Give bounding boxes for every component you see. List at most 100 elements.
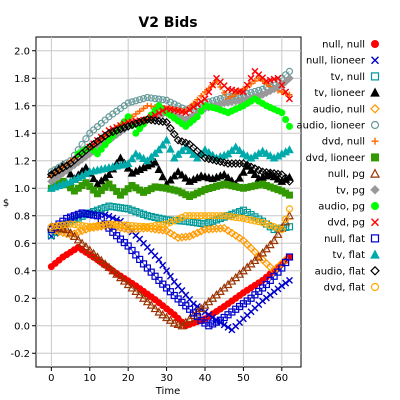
data-point: [166, 288, 175, 296]
data-point: [370, 87, 380, 97]
data-point: [131, 149, 141, 158]
data-point: [97, 216, 105, 224]
data-point: [155, 95, 163, 103]
data-point: [262, 148, 271, 157]
data-point: [197, 212, 205, 220]
x-tick-label: 50: [237, 373, 250, 384]
data-point: [58, 163, 68, 173]
x-tick-label: 0: [48, 373, 54, 384]
legend-label: null, pg: [328, 169, 365, 180]
data-point: [166, 272, 174, 280]
data-point: [74, 221, 82, 229]
data-point: [86, 182, 94, 190]
data-point: [154, 145, 164, 154]
data-point: [239, 88, 247, 96]
data-point: [232, 209, 240, 217]
data-point: [100, 259, 110, 268]
data-point: [189, 149, 198, 158]
data-point: [124, 221, 132, 229]
data-point: [90, 186, 98, 194]
data-point: [189, 103, 197, 111]
data-point: [370, 103, 380, 114]
data-point: [162, 220, 171, 228]
data-point: [124, 99, 132, 107]
data-point: [228, 213, 236, 221]
series-line-segment: [204, 78, 217, 100]
series-line-segment: [281, 174, 290, 182]
data-point: [151, 94, 159, 103]
data-point: [124, 242, 132, 250]
data-point: [258, 219, 267, 227]
data-point: [285, 223, 294, 231]
data-point: [78, 222, 86, 230]
data-point: [120, 221, 128, 229]
data-point: [193, 100, 201, 108]
data-point: [216, 212, 224, 220]
data-point: [105, 220, 113, 228]
data-point: [165, 315, 175, 324]
data-point: [115, 272, 125, 282]
data-point: [166, 144, 175, 153]
y-tick-label: -0.2: [10, 349, 30, 360]
data-point: [105, 212, 113, 220]
data-point: [119, 123, 129, 133]
data-point: [204, 224, 214, 234]
data-point: [212, 224, 221, 234]
data-point: [135, 151, 145, 160]
data-point: [174, 215, 182, 223]
x-axis-label: Time: [155, 386, 180, 397]
data-point: [193, 312, 201, 321]
data-point: [205, 88, 213, 96]
data-point: [113, 203, 121, 211]
data-point: [51, 222, 59, 230]
series-line-segment: [108, 102, 129, 118]
data-point: [151, 222, 159, 230]
data-point: [139, 153, 148, 162]
data-point: [86, 210, 94, 218]
data-point: [146, 300, 156, 309]
data-point: [81, 241, 91, 251]
data-point: [166, 175, 175, 184]
data-point: [166, 216, 175, 224]
data-point: [128, 222, 136, 230]
data-point: [89, 174, 98, 183]
data-point: [159, 96, 167, 104]
legend-label: audio, null: [313, 104, 365, 115]
data-point: [128, 246, 136, 255]
data-point: [274, 74, 282, 82]
data-point: [139, 116, 148, 126]
data-point: [227, 228, 237, 238]
data-point: [278, 81, 286, 89]
data-point: [255, 75, 262, 82]
data-point: [166, 218, 175, 226]
data-point: [123, 122, 133, 131]
series-line-segment: [178, 235, 190, 239]
data-point: [162, 96, 171, 104]
data-point: [90, 211, 98, 219]
data-point: [371, 153, 379, 162]
y-tick-label: 1.2: [14, 156, 30, 167]
legend-label: null, lioneer: [306, 56, 366, 67]
data-point: [239, 149, 248, 158]
data-point: [155, 256, 163, 264]
data-point: [132, 251, 140, 259]
data-point: [123, 279, 133, 289]
data-point: [262, 220, 271, 228]
data-point: [154, 164, 164, 173]
data-point: [285, 191, 293, 199]
data-point: [70, 220, 79, 229]
x-tick-label: 60: [275, 373, 288, 384]
data-point: [278, 89, 285, 95]
data-point: [371, 40, 379, 48]
series-group: [47, 205, 294, 234]
data-point: [247, 74, 255, 82]
data-point: [371, 56, 379, 65]
data-point: [135, 117, 145, 127]
x-tick-label: 20: [122, 373, 135, 384]
data-point: [169, 231, 179, 240]
legend: null, null null, lioneer tv, null tv, lione…: [297, 40, 380, 294]
data-point: [54, 165, 64, 175]
data-point: [201, 212, 209, 220]
data-point: [93, 212, 102, 220]
data-point: [112, 269, 122, 278]
